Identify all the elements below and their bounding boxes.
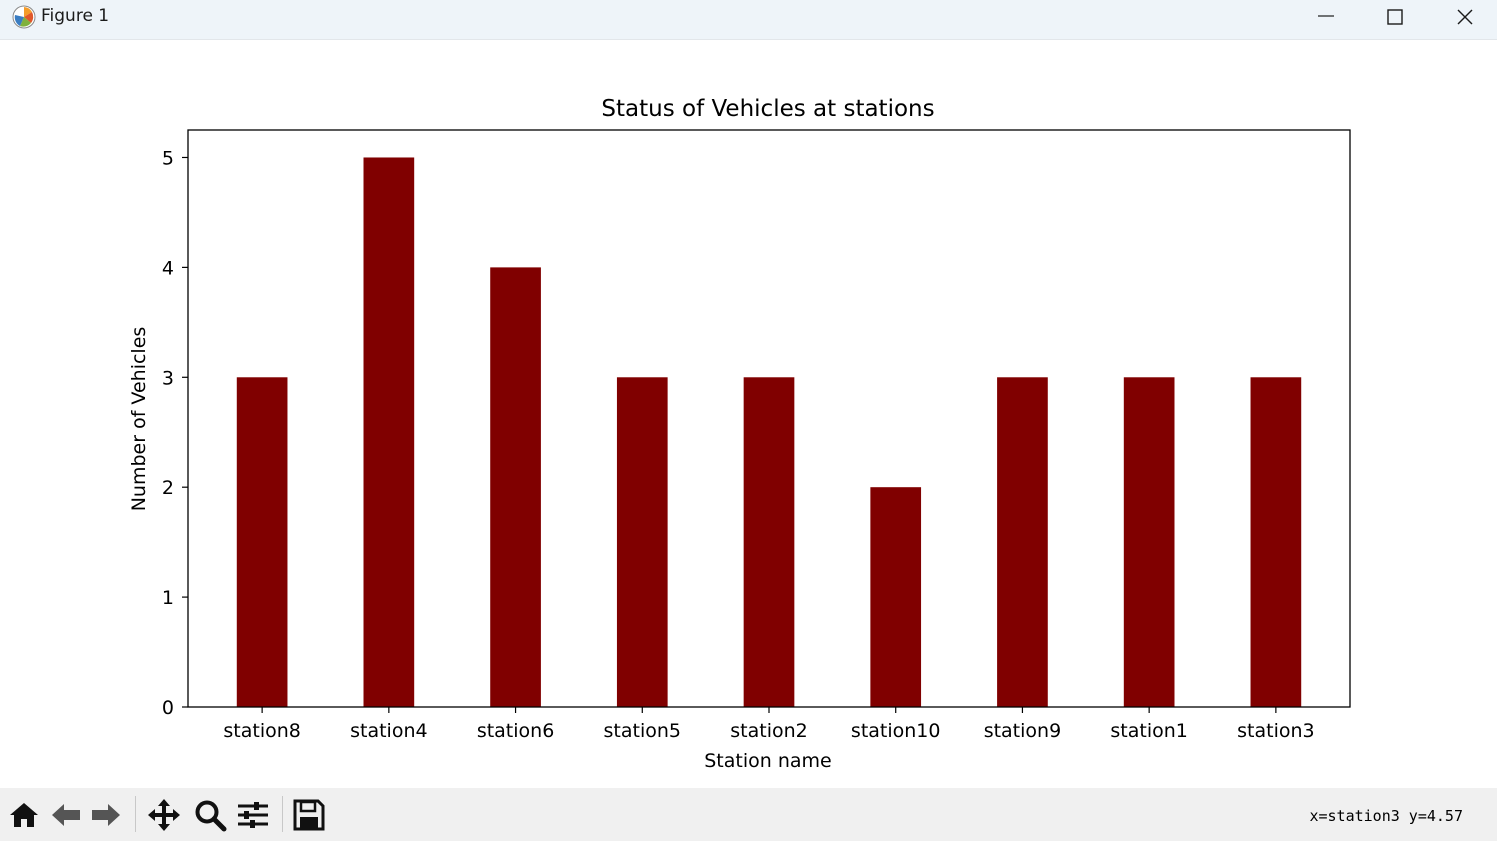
figure-canvas[interactable]: Status of Vehicles at stations Station n…	[0, 40, 1497, 788]
y-tick-label: 5	[162, 147, 174, 169]
y-tick-label: 4	[162, 257, 174, 279]
x-tick-label: station1	[1110, 720, 1187, 742]
axes-frame	[187, 129, 1351, 708]
configure-subplots-button[interactable]	[236, 798, 270, 832]
save-button[interactable]	[292, 798, 326, 832]
x-tick-label: station6	[477, 720, 554, 742]
zoom-icon	[195, 800, 227, 832]
x-tick-label: station5	[604, 720, 681, 742]
bars-group	[236, 157, 1302, 707]
y-tick-label: 0	[162, 697, 174, 719]
close-icon	[1457, 9, 1473, 25]
bar-station1	[1123, 377, 1175, 707]
save-icon	[293, 799, 325, 831]
home-button[interactable]	[7, 798, 41, 832]
bar-station2	[743, 377, 795, 707]
x-tick-label: station8	[223, 720, 300, 742]
bar-station8	[236, 377, 288, 707]
toolbar-separator	[135, 796, 136, 832]
pan-icon	[148, 799, 180, 831]
x-tick-label: station4	[350, 720, 427, 742]
x-tick-label: station2	[730, 720, 807, 742]
bar-station4	[363, 157, 415, 707]
bar-station3	[1250, 377, 1302, 707]
configure-subplots-icon	[238, 802, 268, 828]
x-tick-label: station9	[984, 720, 1061, 742]
x-tick-label: station10	[851, 720, 941, 742]
bar-station10	[870, 487, 922, 707]
cursor-coordinates: x=station3 y=4.57	[1309, 807, 1463, 825]
minimize-icon	[1318, 15, 1334, 17]
toolbar-separator	[282, 796, 283, 832]
matplotlib-icon	[12, 5, 36, 29]
x-ticks-group: station8 station4 station6 station5 station2…	[223, 707, 1315, 742]
close-button[interactable]	[1430, 0, 1497, 34]
maximize-button[interactable]	[1360, 0, 1430, 34]
bar-station9	[997, 377, 1048, 707]
back-button[interactable]	[49, 798, 83, 832]
y-axis-label: Number of Vehicles	[128, 327, 150, 512]
y-tick-label: 2	[162, 477, 174, 499]
chart-title: Status of Vehicles at stations	[601, 96, 934, 122]
minimize-button[interactable]	[1291, 0, 1361, 34]
y-ticks-group: 0 1 2 3 4 5	[162, 147, 188, 719]
maximize-icon	[1387, 9, 1403, 25]
bar-station5	[616, 377, 668, 707]
home-icon	[10, 803, 38, 827]
x-axis-label: Station name	[704, 750, 831, 772]
x-tick-label: station3	[1237, 720, 1314, 742]
window-title: Figure 1	[41, 6, 110, 26]
y-tick-label: 1	[162, 587, 174, 609]
bar-station6	[490, 267, 541, 707]
navigation-toolbar: x=station3 y=4.57	[0, 788, 1497, 841]
forward-button[interactable]	[89, 798, 123, 832]
y-tick-label: 3	[162, 367, 174, 389]
forward-arrow-icon	[92, 804, 120, 826]
bar-chart: Status of Vehicles at stations Station n…	[128, 96, 1351, 772]
zoom-button[interactable]	[193, 798, 227, 832]
pan-button[interactable]	[147, 798, 181, 832]
title-bar: Figure 1	[0, 0, 1497, 40]
back-arrow-icon	[52, 804, 80, 826]
